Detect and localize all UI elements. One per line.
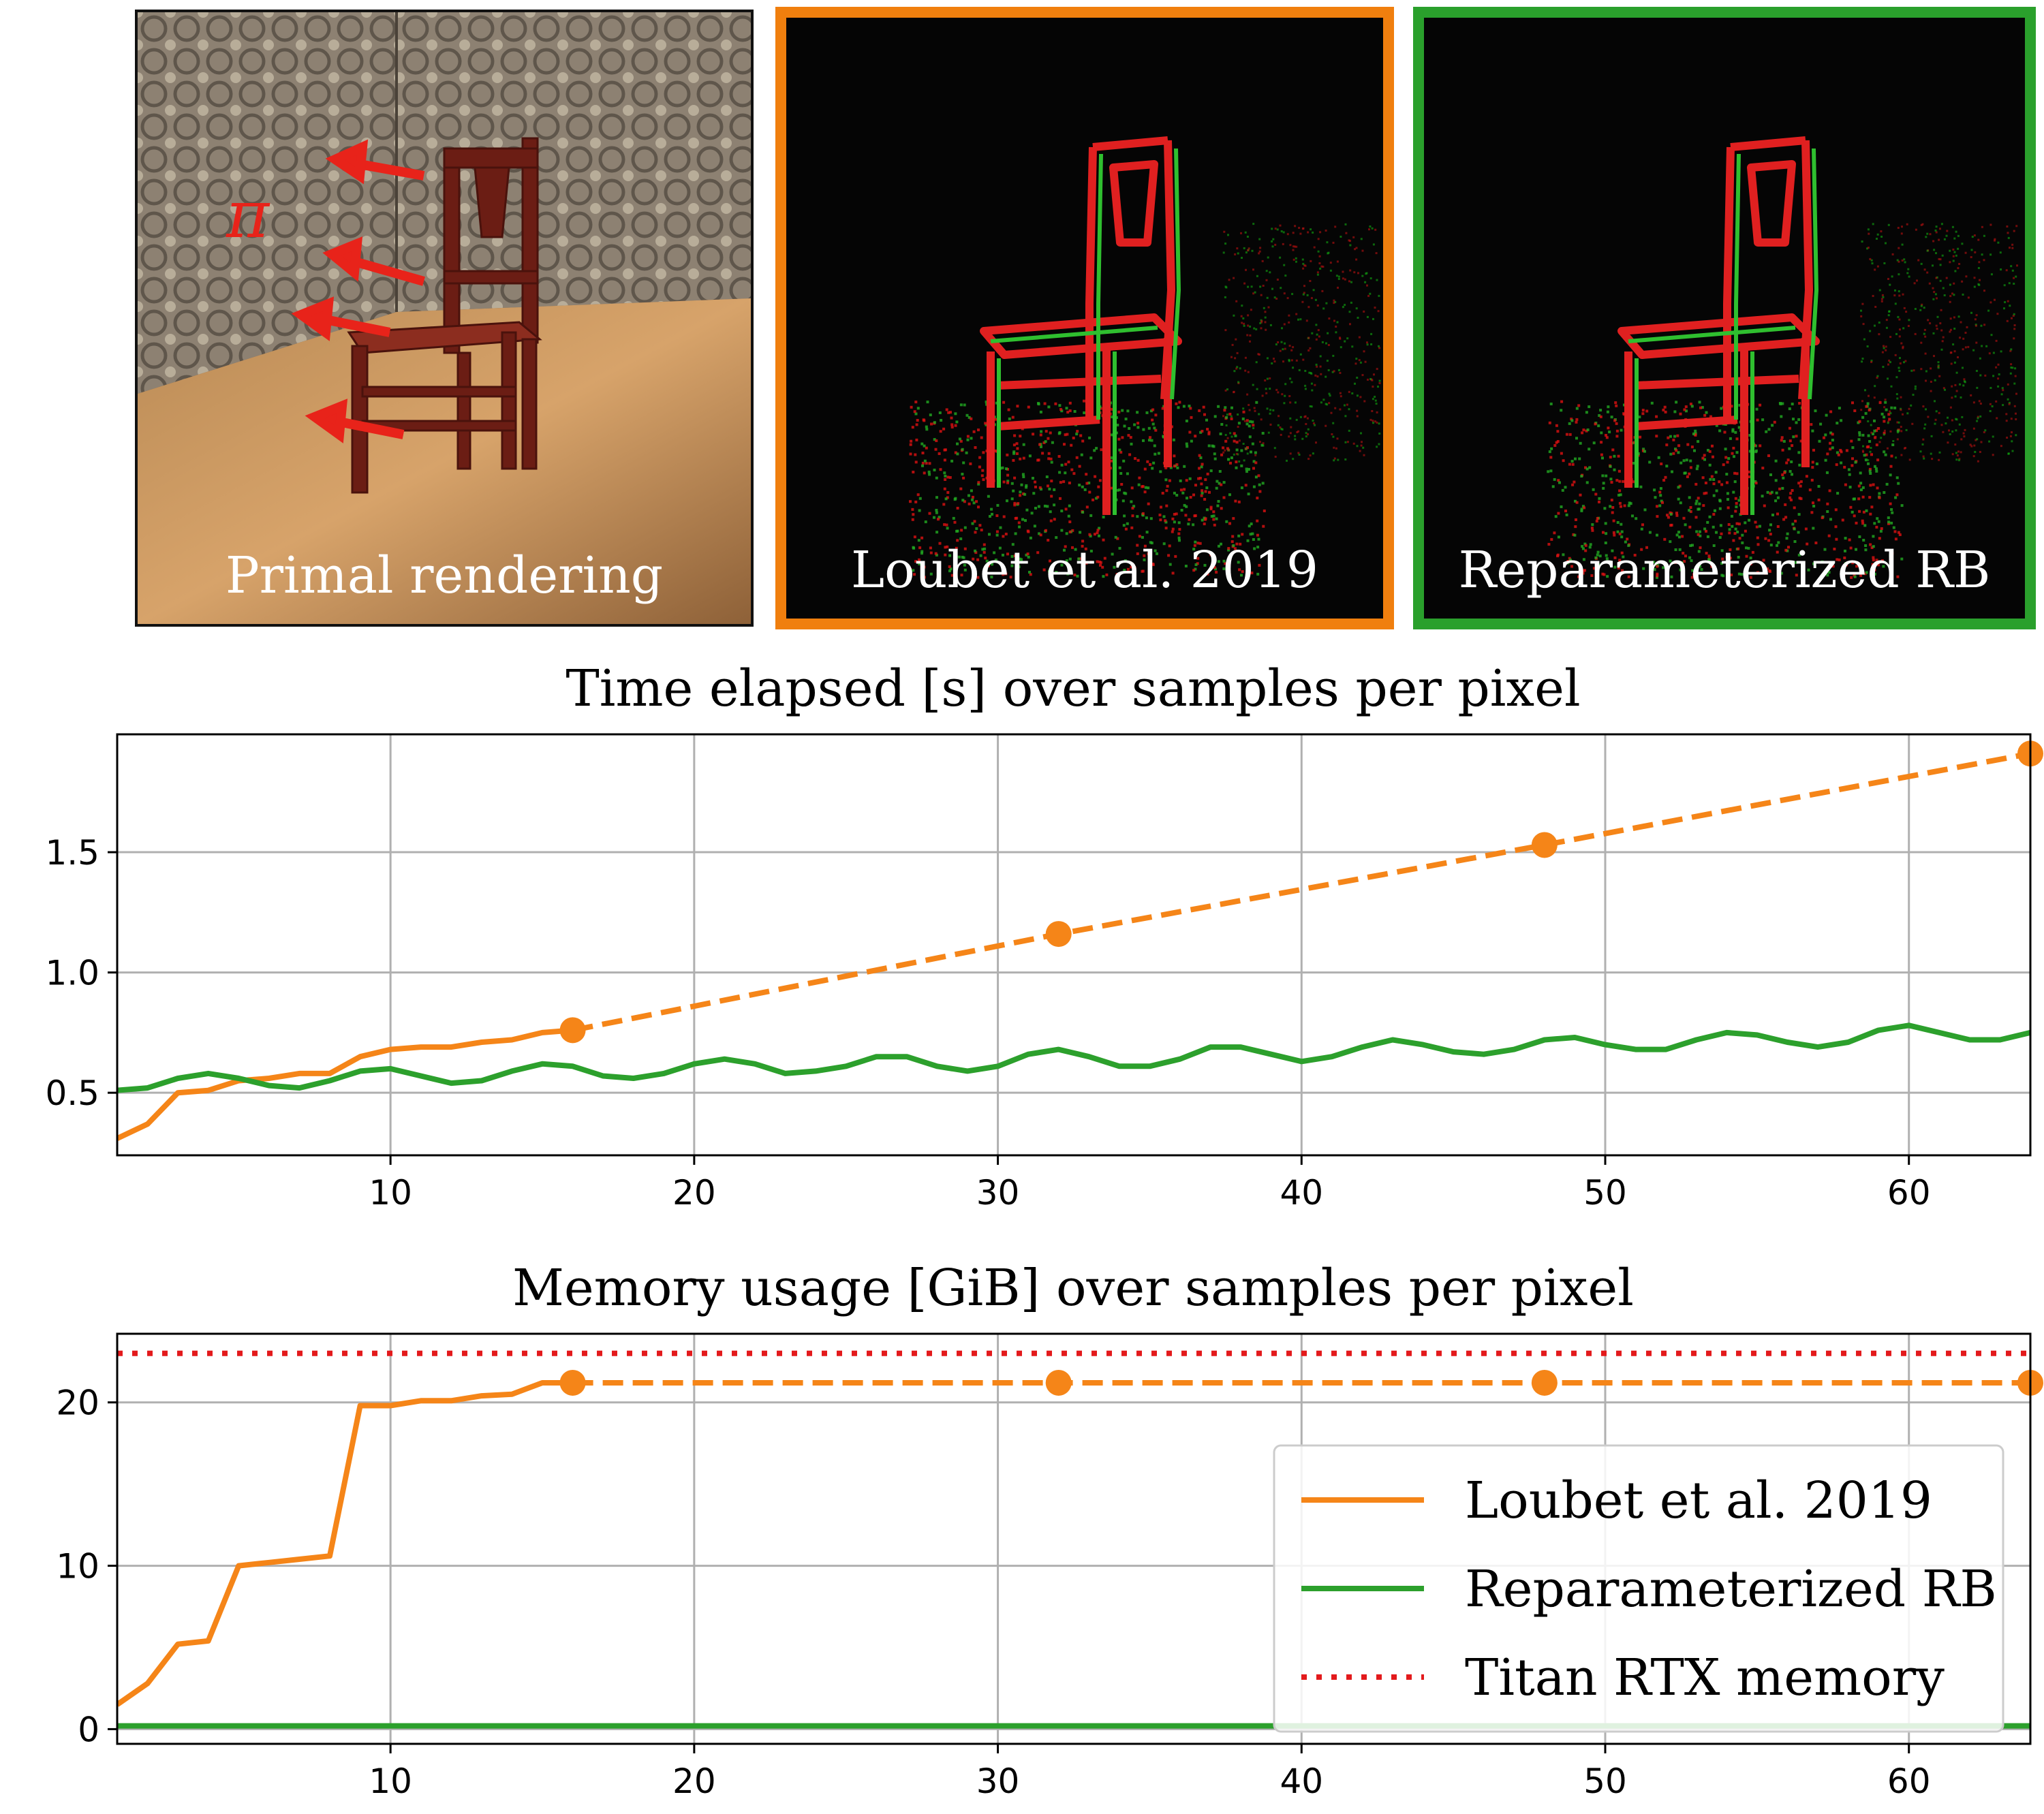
y-tick-label: 1.0	[45, 954, 99, 993]
loubet-gradient-panel: Loubet et al. 2019	[775, 7, 1394, 629]
data-point	[1045, 1369, 1072, 1396]
x-tick-label: 10	[369, 1762, 412, 1801]
data-point	[559, 1369, 586, 1396]
time-chart-title: Time elapsed [s] over samples per pixel	[566, 659, 1581, 718]
x-tick-label: 20	[672, 1173, 716, 1213]
x-tick-label: 50	[1583, 1173, 1627, 1213]
time-chart: 10 20 30 40 50 60 0.5 1.0 1.5	[45, 733, 2043, 1213]
x-tick-label: 40	[1280, 1762, 1323, 1801]
data-point	[1531, 1369, 1558, 1396]
memory-chart-title: Memory usage [GiB] over samples per pixe…	[512, 1259, 1634, 1317]
legend-label: Loubet et al. 2019	[1465, 1471, 1932, 1530]
loubet-gradient-image	[909, 136, 1381, 579]
rb-caption: Reparameterized RB	[1458, 541, 1991, 599]
legend-label: Reparameterized RB	[1465, 1560, 1997, 1618]
x-tick-label: 50	[1583, 1762, 1627, 1801]
rb-gradient-panel: Reparameterized RB	[1413, 7, 2036, 629]
y-tick-label: 0	[78, 1710, 99, 1749]
pi-symbol: π	[226, 176, 270, 253]
x-tick-label: 20	[672, 1762, 716, 1801]
plot-frame	[116, 1332, 2032, 1745]
x-tick-label: 10	[369, 1173, 412, 1213]
y-tick-label: 10	[56, 1547, 99, 1586]
data-point	[1045, 921, 1072, 948]
series-line	[117, 1022, 2031, 1093]
y-tick-label: 1.5	[45, 833, 99, 873]
loubet-caption: Loubet et al. 2019	[851, 541, 1318, 599]
y-tick-label: 20	[56, 1383, 99, 1423]
primal-rendering-image: π	[138, 12, 751, 624]
primal-rendering-panel: π Primal rendering	[135, 10, 754, 627]
series-line	[117, 1027, 573, 1141]
legend-label: Titan RTX memory	[1465, 1648, 1945, 1707]
data-point	[1531, 832, 1558, 858]
y-tick-label: 0.5	[45, 1074, 99, 1113]
legend: Loubet et al. 2019 Reparameterized RB Tita…	[1273, 1444, 2004, 1733]
plot-frame	[116, 733, 2032, 1157]
series-line	[572, 751, 2031, 1033]
x-tick-label: 30	[976, 1762, 1020, 1801]
legend-box	[1273, 1444, 2004, 1733]
x-tick-label: 60	[1887, 1173, 1931, 1213]
x-tick-label: 40	[1280, 1173, 1323, 1213]
x-tick-label: 30	[976, 1173, 1020, 1213]
primal-rendering-caption: Primal rendering	[225, 546, 664, 605]
memory-chart: 10 20 30 40 50 60 0 10 20 Loubet et al. 2019 Repar…	[56, 1332, 2043, 1801]
data-point	[559, 1017, 586, 1044]
rb-gradient-image	[1547, 136, 2018, 579]
x-tick-label: 60	[1887, 1762, 1931, 1801]
series-line	[117, 1380, 573, 1707]
